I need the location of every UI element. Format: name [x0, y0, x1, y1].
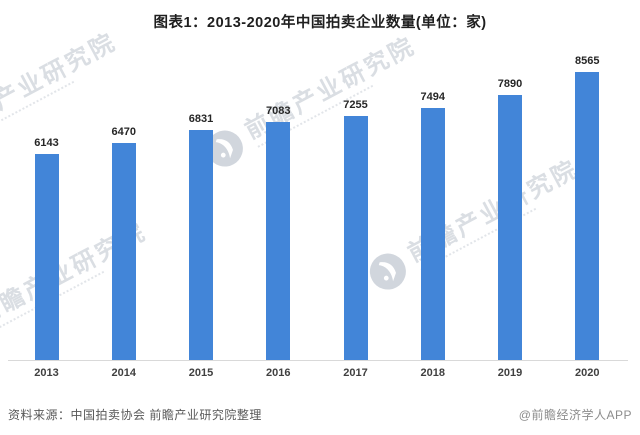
x-axis-tick-label: 2015 — [188, 367, 214, 379]
bar-value-label: 7494 — [420, 91, 445, 103]
x-axis-tick-label: 2014 — [111, 367, 136, 379]
bar-2013 — [34, 154, 59, 360]
watermark: 前瞻产业研究院 — [364, 154, 588, 296]
bar-value-label: 7890 — [497, 78, 523, 90]
bar-value-label: 7083 — [266, 105, 291, 117]
credit-text: @前瞻经济学人APP — [518, 408, 632, 422]
bar-2017 — [343, 116, 368, 360]
bar-value-label: 6143 — [34, 137, 59, 149]
x-axis-tick-label: 2013 — [34, 367, 59, 379]
x-axis-tick-label: 2016 — [266, 367, 291, 379]
x-axis-tick-label: 2019 — [497, 367, 523, 379]
x-axis-tick-label: 2018 — [420, 367, 445, 379]
bar-2018 — [420, 108, 445, 360]
x-axis-tick-label: 2017 — [343, 367, 368, 379]
bar-2015 — [189, 130, 213, 360]
watermark-text: 前瞻产业研究院 — [0, 28, 122, 141]
qianzhan-logo-icon — [364, 247, 413, 296]
bar-2014 — [111, 143, 136, 360]
page-title: 图表1：2013-2020年中国拍卖企业数量(单位：家) — [153, 15, 487, 31]
bar-2019 — [498, 95, 522, 360]
source-text: 资料来源：中国拍卖协会 前瞻产业研究院整理 — [8, 408, 262, 422]
bar-value-label: 6831 — [188, 113, 214, 125]
watermark: 前瞻产业研究院 — [201, 31, 425, 173]
bar-value-label: 8565 — [575, 55, 600, 67]
bar-value-label: 6470 — [111, 126, 136, 138]
bar-2016 — [266, 122, 291, 360]
watermark-subtext — [0, 80, 75, 144]
bar-value-label: 7255 — [343, 99, 368, 111]
x-axis-line — [8, 360, 628, 361]
bar-2020 — [575, 72, 600, 360]
x-axis-tick-label: 2020 — [575, 367, 600, 379]
